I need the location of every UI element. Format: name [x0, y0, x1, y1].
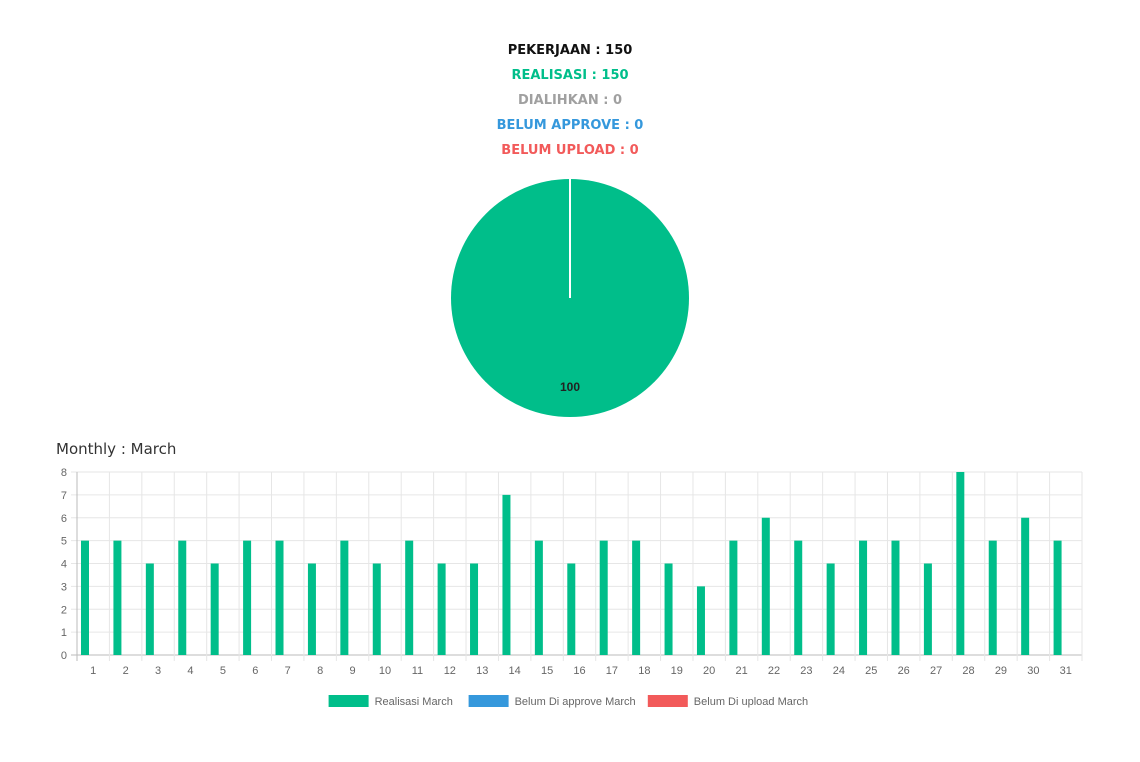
x-tick-label: 11 [412, 665, 423, 677]
x-tick-label: 4 [187, 665, 193, 677]
bar-realisasi-march-6 [243, 540, 252, 655]
bar-realisasi-march-16 [567, 563, 576, 655]
x-tick-label: 13 [476, 665, 488, 677]
legend-swatch-belum-di-approve-march [468, 695, 509, 707]
legend-swatch-belum-di-upload-march [647, 695, 688, 707]
summary-panel: PEKERJAAN : 150 REALISASI : 150 DIALIHKA… [0, 40, 1140, 165]
bar-realisasi-march-21 [729, 540, 738, 655]
bar-realisasi-march-14 [502, 494, 511, 655]
pekerjaan-total: PEKERJAAN : 150 [507, 43, 633, 58]
belum-upload-total: BELUM UPLOAD : 0 [501, 143, 639, 158]
bar-realisasi-march-20 [696, 586, 705, 655]
monthly-chart-title: Monthly : March [56, 440, 177, 458]
x-tick-label: 9 [350, 665, 356, 677]
dialihkan-total: DIALIHKAN : 0 [518, 93, 622, 108]
y-tick-label: 0 [61, 650, 67, 662]
y-tick-label: 7 [61, 490, 67, 502]
x-tick-label: 16 [573, 665, 585, 677]
bar-realisasi-march-5 [210, 563, 219, 655]
bar-realisasi-march-13 [470, 563, 479, 655]
bar-realisasi-march-17 [599, 540, 608, 655]
bar-realisasi-march-8 [307, 563, 316, 655]
monthly-bar-chart: 0 1 2 3 4 5 6 7 8 1 2 3 4 5 6 7 8 9 10 11 12 13 14 15 16 17 18 19 20… [40, 462, 1100, 722]
legend-label: Realisasi March [375, 696, 453, 708]
y-tick-label: 3 [61, 581, 67, 593]
x-tick-label: 23 [800, 665, 812, 677]
bar-realisasi-march-31 [1053, 540, 1062, 655]
pie-chart: 100 [440, 170, 700, 426]
x-tick-label: 10 [379, 665, 391, 677]
y-tick-label: 5 [61, 536, 67, 548]
x-tick-label: 28 [962, 665, 974, 677]
x-tick-label: 31 [1060, 665, 1072, 677]
bar-realisasi-march-12 [437, 563, 446, 655]
bar-realisasi-march-2 [113, 540, 122, 655]
x-tick-label: 8 [317, 665, 323, 677]
x-tick-label: 24 [833, 665, 845, 677]
legend-label: Belum Di approve March [515, 696, 636, 708]
realisasi-total: REALISASI : 150 [511, 68, 629, 83]
x-tick-label: 25 [865, 665, 877, 677]
bar-realisasi-march-24 [826, 563, 835, 655]
x-tick-label: 21 [735, 665, 747, 677]
x-tick-label: 1 [90, 665, 96, 677]
x-tick-label: 2 [123, 665, 129, 677]
y-tick-label: 4 [61, 559, 67, 571]
belum-approve-total: BELUM APPROVE : 0 [496, 118, 644, 133]
x-tick-label: 15 [541, 665, 553, 677]
y-tick-label: 2 [61, 604, 67, 616]
bar-realisasi-march-1 [81, 540, 89, 655]
x-tick-label: 27 [930, 665, 942, 677]
y-tick-label: 6 [61, 513, 67, 525]
bar-realisasi-march-15 [534, 540, 543, 655]
legend-swatch-realisasi-march [328, 695, 369, 707]
x-tick-label: 17 [606, 665, 618, 677]
y-tick-label: 1 [61, 627, 67, 639]
x-tick-label: 18 [638, 665, 650, 677]
bar-realisasi-march-10 [372, 563, 381, 655]
x-tick-label: 5 [220, 665, 226, 677]
bar-realisasi-march-18 [632, 540, 641, 655]
bar-realisasi-march-27 [923, 563, 932, 655]
x-tick-label: 12 [444, 665, 456, 677]
bar-realisasi-march-26 [891, 540, 900, 655]
x-tick-label: 6 [252, 665, 258, 677]
legend-label: Belum Di upload March [694, 696, 808, 708]
pie-chart-svg: 100 [451, 179, 689, 417]
bar-realisasi-march-22 [761, 517, 770, 655]
x-tick-label: 20 [703, 665, 715, 677]
bar-realisasi-march-9 [340, 540, 349, 655]
x-tick-label: 29 [995, 665, 1007, 677]
bar-realisasi-march-4 [178, 540, 187, 655]
bar-realisasi-march-19 [664, 563, 673, 655]
y-tick-label: 8 [61, 467, 67, 479]
x-tick-label: 3 [155, 665, 161, 677]
pie-data-label: 100 [560, 380, 580, 394]
bar-realisasi-march-28 [956, 472, 965, 655]
bar-realisasi-march-11 [405, 540, 414, 655]
x-tick-label: 14 [509, 665, 521, 677]
x-tick-label: 7 [285, 665, 291, 677]
bar-realisasi-march-3 [145, 563, 154, 655]
bar-realisasi-march-23 [794, 540, 803, 655]
bar-realisasi-march-30 [1021, 517, 1030, 655]
bar-realisasi-march-29 [988, 540, 997, 655]
x-tick-label: 19 [671, 665, 683, 677]
bar-realisasi-march-7 [275, 540, 284, 655]
x-tick-label: 22 [768, 665, 780, 677]
x-tick-label: 30 [1027, 665, 1039, 677]
bar-realisasi-march-25 [859, 540, 868, 655]
x-tick-label: 26 [898, 665, 910, 677]
